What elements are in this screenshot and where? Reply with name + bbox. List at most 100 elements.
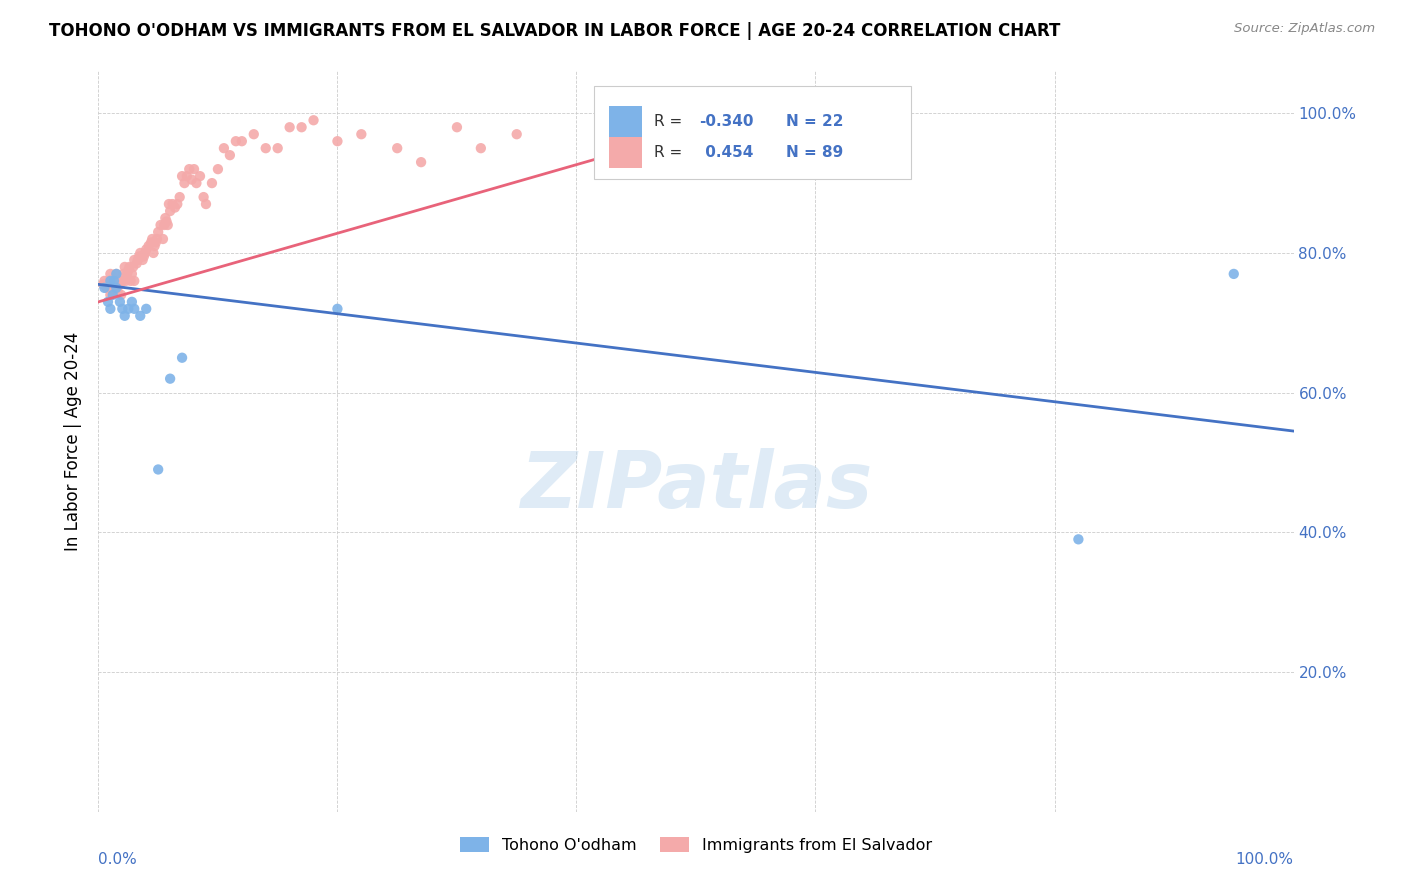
Text: 0.0%: 0.0%	[98, 853, 138, 867]
Point	[103, 281, 125, 295]
Point	[470, 141, 492, 155]
Point	[134, 246, 156, 260]
Text: R =: R =	[654, 145, 688, 161]
Point	[91, 277, 114, 292]
Point	[350, 127, 373, 141]
Point	[96, 281, 118, 295]
Point	[243, 127, 266, 141]
Point	[186, 176, 208, 190]
Point	[132, 250, 155, 264]
Point	[302, 113, 325, 128]
Point	[105, 281, 128, 295]
Text: N = 22: N = 22	[786, 114, 844, 128]
Point	[111, 301, 134, 316]
Point	[155, 211, 177, 225]
Point	[115, 267, 138, 281]
Point	[98, 274, 121, 288]
Point	[162, 197, 184, 211]
Point	[98, 274, 122, 288]
Bar	[609, 106, 643, 136]
Point	[93, 281, 115, 295]
Point	[108, 294, 131, 309]
Point	[195, 197, 218, 211]
Point	[212, 141, 235, 155]
Point	[143, 239, 166, 253]
Point	[129, 309, 152, 323]
Point	[411, 155, 433, 169]
Point	[131, 250, 153, 264]
Point	[326, 301, 349, 316]
Y-axis label: In Labor Force | Age 20-24: In Labor Force | Age 20-24	[65, 332, 83, 551]
Point	[385, 141, 409, 155]
Point	[117, 263, 139, 277]
Point	[291, 120, 314, 135]
Text: N = 89: N = 89	[786, 145, 842, 161]
Point	[163, 201, 186, 215]
Point	[105, 274, 128, 288]
Point	[153, 218, 176, 232]
Text: 0.454: 0.454	[700, 145, 754, 161]
Text: R =: R =	[654, 114, 688, 128]
Point	[157, 197, 180, 211]
Point	[146, 232, 169, 246]
Point	[122, 260, 145, 274]
Point	[124, 252, 146, 267]
Point	[148, 462, 170, 476]
Point	[127, 252, 149, 267]
Point	[1067, 533, 1090, 547]
Point	[124, 274, 146, 288]
Point	[141, 232, 163, 246]
Text: TOHONO O'ODHAM VS IMMIGRANTS FROM EL SALVADOR IN LABOR FORCE | AGE 20-24 CORRELA: TOHONO O'ODHAM VS IMMIGRANTS FROM EL SAL…	[49, 22, 1060, 40]
Point	[278, 120, 301, 135]
Point	[159, 204, 181, 219]
Point	[179, 162, 201, 177]
Point	[112, 267, 135, 281]
Point	[101, 274, 124, 288]
Point	[225, 134, 247, 148]
Point	[135, 301, 157, 316]
Point	[120, 274, 142, 288]
Point	[101, 288, 124, 302]
Point	[107, 274, 129, 288]
Point	[107, 277, 129, 292]
Point	[148, 225, 170, 239]
Point	[103, 274, 125, 288]
Point	[125, 256, 148, 270]
Point	[105, 267, 128, 281]
Point	[108, 277, 131, 292]
Point	[149, 218, 172, 232]
Point	[110, 288, 132, 302]
Point	[104, 277, 127, 292]
Bar	[609, 137, 643, 169]
Text: 100.0%: 100.0%	[1236, 853, 1294, 867]
Point	[117, 301, 139, 316]
Point	[207, 162, 229, 177]
Point	[135, 243, 157, 257]
Point	[115, 274, 138, 288]
Point	[101, 277, 124, 292]
Point	[446, 120, 468, 135]
Point	[172, 351, 194, 365]
Point	[107, 285, 129, 299]
Point	[506, 127, 529, 141]
Point	[98, 267, 122, 281]
Point	[219, 148, 242, 162]
Point	[267, 141, 290, 155]
Text: Source: ZipAtlas.com: Source: ZipAtlas.com	[1234, 22, 1375, 36]
Point	[139, 235, 162, 250]
Point	[97, 277, 120, 292]
FancyBboxPatch shape	[595, 87, 911, 178]
Point	[118, 260, 141, 274]
Point	[98, 301, 122, 316]
Point	[173, 176, 195, 190]
Point	[155, 214, 177, 228]
Point	[188, 169, 211, 183]
Point	[326, 134, 349, 148]
Point	[142, 246, 165, 260]
Point	[183, 162, 205, 177]
Point	[121, 267, 143, 281]
Point	[176, 169, 198, 183]
Point	[159, 372, 181, 386]
Point	[128, 250, 150, 264]
Point	[131, 252, 153, 267]
